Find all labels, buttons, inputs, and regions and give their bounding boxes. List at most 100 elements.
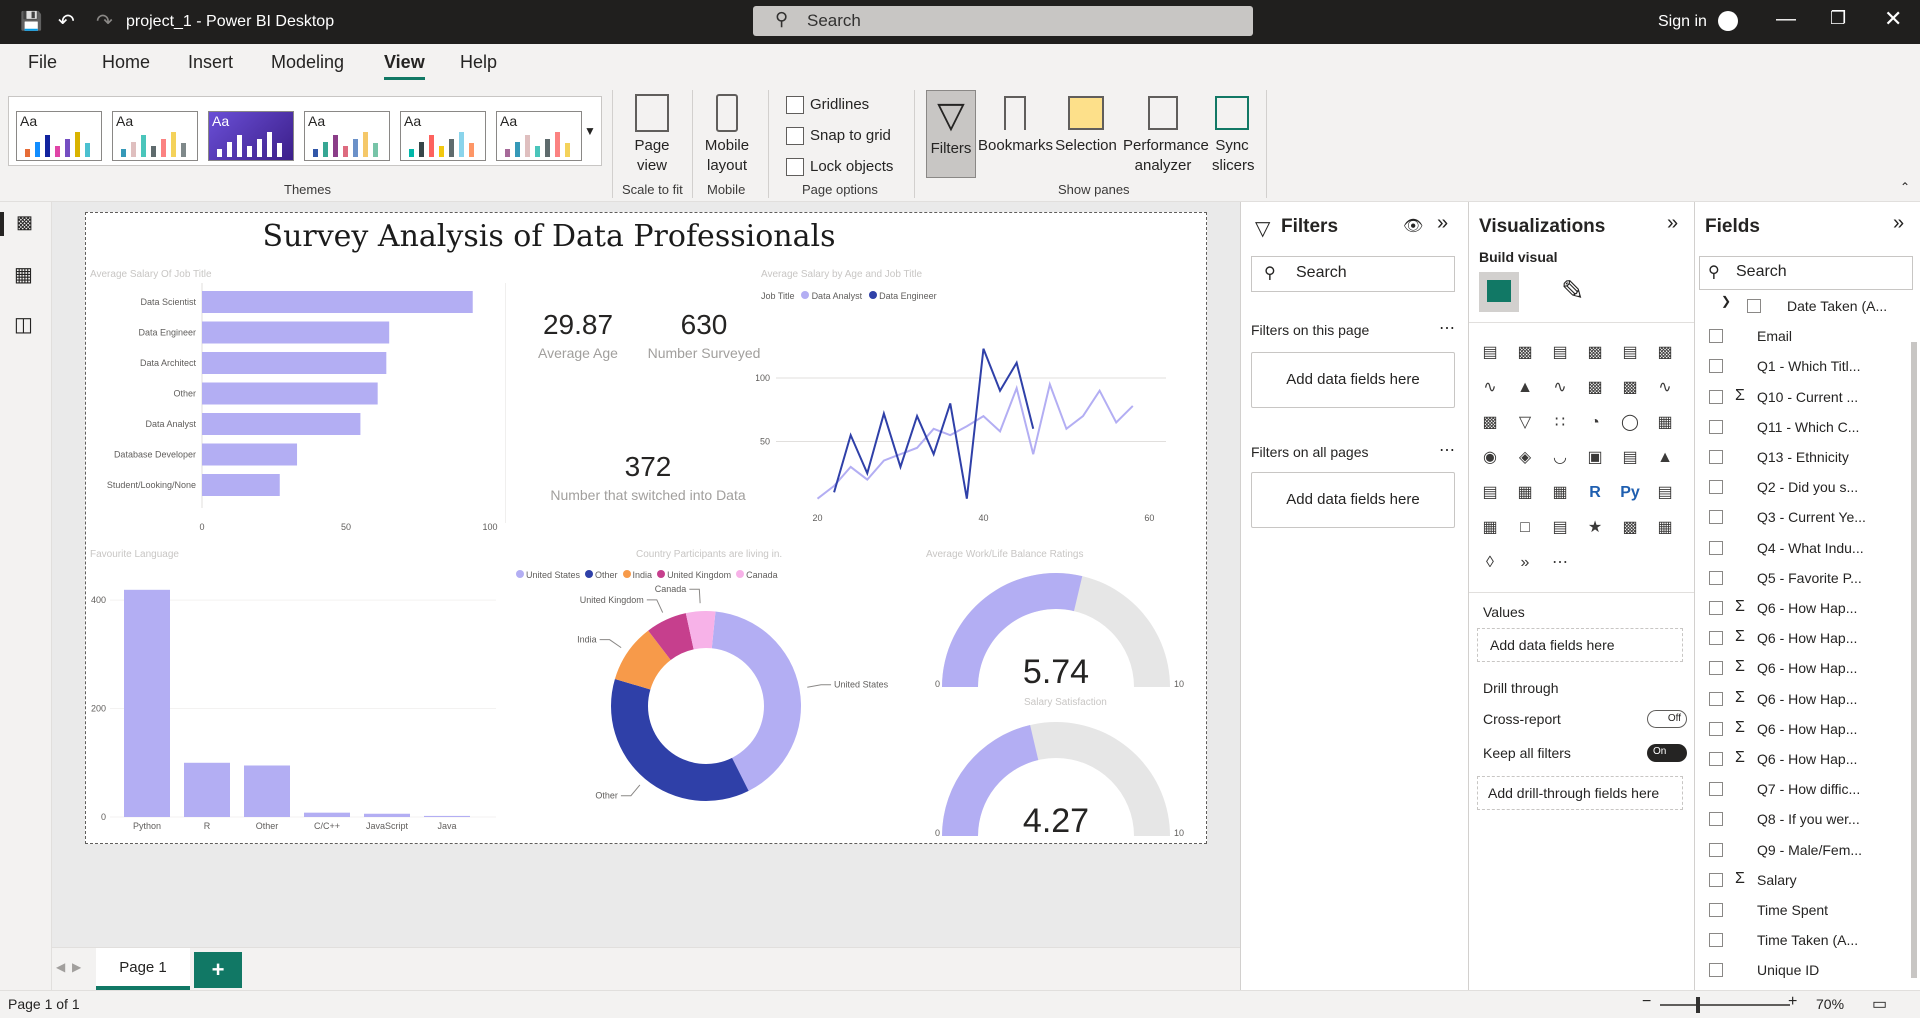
- more-visuals-icon[interactable]: »: [1520, 554, 1530, 571]
- worklife-gauge[interactable]: 5.74 0 10: [926, 563, 1186, 703]
- data-view-icon[interactable]: ▦: [14, 264, 33, 286]
- sync-slicers-button[interactable]: Sync slicers: [1208, 90, 1256, 176]
- theme-swatch-6[interactable]: Aa: [496, 111, 582, 161]
- line-column-icon[interactable]: ▩: [1587, 379, 1603, 396]
- stacked-area-icon[interactable]: ∿: [1553, 379, 1567, 396]
- field-checkbox[interactable]: [1709, 842, 1723, 857]
- clustered-bar-icon[interactable]: ▤: [1552, 344, 1568, 361]
- filled-map-icon[interactable]: ◈: [1518, 449, 1532, 466]
- theme-swatch-3[interactable]: Aa: [208, 111, 294, 161]
- fields-search-input[interactable]: ⚲ Search: [1699, 256, 1913, 290]
- eye-icon[interactable]: 👁: [1403, 218, 1424, 235]
- selection-pane-button[interactable]: Selection: [1054, 90, 1118, 156]
- salary-age-line-chart[interactable]: 50 100 20 40 60: [756, 305, 1196, 525]
- field-checkbox[interactable]: [1709, 631, 1723, 646]
- cross-report-toggle[interactable]: Off: [1647, 710, 1687, 728]
- trophy-icon[interactable]: ★: [1587, 519, 1603, 536]
- country-donut-chart[interactable]: United States Other India United Kingdom Can…: [506, 583, 926, 843]
- report-view-icon[interactable]: [0, 212, 4, 236]
- area-icon[interactable]: ▲: [1517, 379, 1533, 396]
- field-checkbox[interactable]: [1709, 933, 1723, 948]
- get-more-icon[interactable]: ⋯: [1552, 554, 1568, 571]
- salary-satisfaction-gauge[interactable]: 4.27 0 10: [926, 710, 1186, 844]
- tab-page-1[interactable]: Page 1: [96, 948, 190, 990]
- stacked-column-icon[interactable]: ▩: [1517, 344, 1533, 361]
- matrix-icon[interactable]: ▦: [1552, 484, 1568, 501]
- field-checkbox[interactable]: [1709, 480, 1723, 495]
- zoom-level[interactable]: 70%: [1816, 996, 1845, 1012]
- fields-scrollbar[interactable]: [1911, 342, 1917, 978]
- minimize-icon[interactable]: —: [1776, 8, 1796, 30]
- menu-help[interactable]: Help: [460, 52, 498, 72]
- field-checkbox[interactable]: [1709, 903, 1723, 917]
- map-icon[interactable]: ◉: [1483, 449, 1497, 466]
- page-view-button[interactable]: Page view: [622, 94, 682, 176]
- format-visual-tab[interactable]: ✎: [1561, 275, 1585, 306]
- treemap-icon[interactable]: ▦: [1657, 414, 1673, 431]
- theme-swatch-5[interactable]: Aa: [400, 111, 486, 161]
- zoom-in-button[interactable]: +: [1788, 993, 1798, 1010]
- menu-file[interactable]: File: [28, 52, 58, 72]
- power-automate-icon[interactable]: ◊: [1486, 554, 1494, 571]
- build-visual-tab[interactable]: [1479, 272, 1519, 312]
- next-page-icon[interactable]: ▶: [72, 960, 82, 974]
- 100-column-icon[interactable]: ▩: [1657, 344, 1673, 361]
- sign-in-link[interactable]: Sign in: [1658, 13, 1707, 30]
- theme-swatch-4[interactable]: Aa: [304, 111, 390, 161]
- field-checkbox[interactable]: [1709, 570, 1723, 585]
- zoom-out-button[interactable]: −: [1642, 993, 1652, 1010]
- theme-swatch-2[interactable]: Aa: [112, 111, 198, 161]
- collapse-viz-icon[interactable]: »: [1667, 212, 1679, 234]
- expand-table-chevron-icon[interactable]: ❯: [1721, 294, 1732, 308]
- zoom-slider[interactable]: [1660, 1004, 1790, 1006]
- add-page-filter-field[interactable]: Add data fields here: [1251, 352, 1455, 408]
- slicer-icon[interactable]: ▤: [1482, 484, 1498, 501]
- donut-icon[interactable]: ◯: [1621, 414, 1639, 431]
- redo-icon[interactable]: ↷: [96, 11, 113, 33]
- smart-narrative-icon[interactable]: ▩: [1622, 519, 1638, 536]
- field-checkbox[interactable]: [1709, 782, 1723, 797]
- kpi-icon[interactable]: ▲: [1657, 449, 1673, 466]
- bookmarks-pane-button[interactable]: Bookmarks: [978, 90, 1053, 156]
- decomposition-tree-icon[interactable]: ▦: [1482, 519, 1498, 536]
- report-page[interactable]: Survey Analysis of Data Professionals Av…: [85, 212, 1207, 844]
- menu-home[interactable]: Home: [102, 52, 151, 72]
- themes-more-button[interactable]: ▼: [584, 124, 596, 138]
- add-all-pages-filter-field[interactable]: Add data fields here: [1251, 472, 1455, 528]
- values-well[interactable]: Add data fields here: [1477, 628, 1683, 662]
- menu-modeling[interactable]: Modeling: [271, 52, 345, 72]
- line-icon[interactable]: ∿: [1483, 379, 1497, 396]
- save-icon[interactable]: 💾: [20, 11, 43, 31]
- collapse-ribbon-icon[interactable]: ⌃: [1900, 180, 1911, 194]
- field-checkbox[interactable]: [1709, 963, 1723, 978]
- field-checkbox[interactable]: [1747, 299, 1761, 313]
- scatter-icon[interactable]: ∷: [1554, 414, 1566, 431]
- undo-icon[interactable]: ↶: [58, 11, 75, 33]
- field-checkbox[interactable]: [1709, 419, 1723, 434]
- menu-view[interactable]: View: [384, 52, 425, 80]
- field-checkbox[interactable]: [1709, 872, 1723, 887]
- salary-by-title-chart[interactable]: Data Scientist Data Engineer Data Architec…: [86, 283, 506, 553]
- clustered-column-icon[interactable]: ▩: [1587, 344, 1603, 361]
- table-icon[interactable]: ▦: [1517, 484, 1533, 501]
- ribbon-icon[interactable]: ∿: [1658, 379, 1672, 396]
- field-checkbox[interactable]: [1709, 721, 1723, 736]
- stacked-bar-icon[interactable]: ▤: [1482, 344, 1498, 361]
- qa-icon[interactable]: □: [1520, 519, 1530, 536]
- restore-icon[interactable]: ❐: [1830, 8, 1847, 28]
- funnel-icon[interactable]: ▽: [1518, 414, 1532, 431]
- paginated-icon[interactable]: ▤: [1552, 519, 1568, 536]
- more-options-icon[interactable]: ⋯: [1439, 320, 1455, 337]
- pie-icon[interactable]: ◔: [1590, 414, 1600, 431]
- menu-insert[interactable]: Insert: [188, 52, 234, 72]
- search-input[interactable]: ⚲ Search: [753, 6, 1253, 36]
- field-checkbox[interactable]: [1709, 389, 1723, 404]
- keep-filters-toggle[interactable]: On: [1647, 744, 1687, 762]
- report-view-icon-glyph[interactable]: ▩: [16, 212, 34, 232]
- filters-search-input[interactable]: ⚲ Search: [1251, 256, 1455, 292]
- field-checkbox[interactable]: [1709, 812, 1723, 827]
- performance-analyzer-button[interactable]: Performance analyzer: [1118, 90, 1209, 176]
- 100-bar-icon[interactable]: ▤: [1622, 344, 1638, 361]
- field-checkbox[interactable]: [1709, 752, 1723, 766]
- theme-swatch-1[interactable]: Aa: [16, 111, 102, 161]
